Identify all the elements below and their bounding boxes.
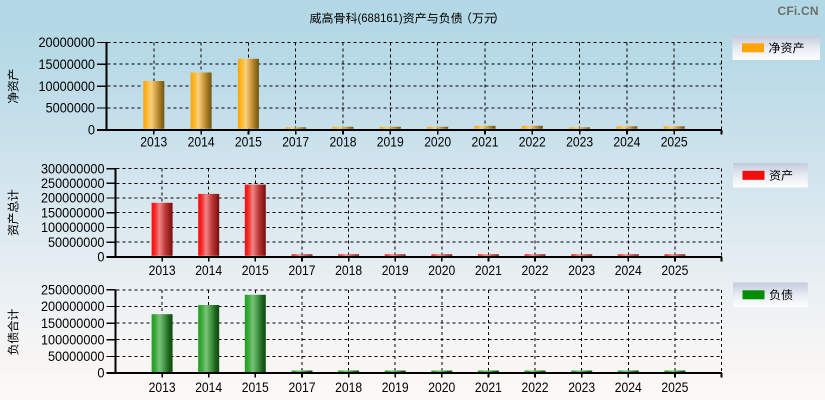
svg-text:2022: 2022 <box>522 263 549 278</box>
svg-text:2025: 2025 <box>661 263 688 278</box>
svg-text:2019: 2019 <box>382 263 409 278</box>
svg-text:2025: 2025 <box>661 380 688 395</box>
svg-text:2025: 2025 <box>661 135 688 150</box>
svg-text:2023: 2023 <box>568 380 595 395</box>
svg-text:0: 0 <box>97 250 104 265</box>
svg-text:2018: 2018 <box>335 263 362 278</box>
svg-text:2018: 2018 <box>335 380 362 395</box>
svg-text:15000000: 15000000 <box>39 57 96 72</box>
svg-text:2020: 2020 <box>428 380 455 395</box>
svg-text:2015: 2015 <box>235 135 262 150</box>
svg-text:150000000: 150000000 <box>41 205 105 220</box>
svg-text:2013: 2013 <box>149 263 176 278</box>
svg-text:2013: 2013 <box>149 380 176 395</box>
svg-text:CFi.CN: CFi.CN <box>778 4 819 18</box>
svg-text:150000000: 150000000 <box>41 316 105 331</box>
svg-text:2017: 2017 <box>289 380 316 395</box>
svg-text:2023: 2023 <box>566 135 593 150</box>
svg-text:50000000: 50000000 <box>48 235 105 250</box>
svg-text:2017: 2017 <box>282 135 309 150</box>
svg-text:20000000: 20000000 <box>39 35 96 50</box>
svg-text:250000000: 250000000 <box>41 283 105 298</box>
svg-text:250000000: 250000000 <box>41 176 105 191</box>
svg-text:2020: 2020 <box>428 263 455 278</box>
svg-text:100000000: 100000000 <box>41 332 105 347</box>
svg-text:5000000: 5000000 <box>46 101 95 116</box>
svg-text:2013: 2013 <box>140 135 167 150</box>
svg-text:100000000: 100000000 <box>41 220 105 235</box>
svg-text:(688161): (688161) <box>358 11 403 25</box>
svg-text:2014: 2014 <box>188 135 215 150</box>
svg-text:2017: 2017 <box>289 263 316 278</box>
svg-text:300000000: 300000000 <box>41 161 105 176</box>
svg-text:2019: 2019 <box>382 380 409 395</box>
svg-text:2021: 2021 <box>475 263 502 278</box>
svg-text:2024: 2024 <box>613 135 640 150</box>
svg-text:2014: 2014 <box>195 380 222 395</box>
svg-text:2019: 2019 <box>377 135 404 150</box>
svg-text:0: 0 <box>97 366 104 381</box>
svg-text:2014: 2014 <box>195 263 222 278</box>
svg-text:2022: 2022 <box>522 380 549 395</box>
svg-text:50000000: 50000000 <box>48 349 105 364</box>
svg-text:2022: 2022 <box>519 135 546 150</box>
svg-text:2023: 2023 <box>568 263 595 278</box>
svg-text:2021: 2021 <box>475 380 502 395</box>
svg-text:2024: 2024 <box>615 263 642 278</box>
svg-text:200000000: 200000000 <box>41 191 105 206</box>
svg-text:2020: 2020 <box>424 135 451 150</box>
svg-text:0: 0 <box>88 123 95 138</box>
svg-text:2015: 2015 <box>242 380 269 395</box>
svg-text:2021: 2021 <box>472 135 499 150</box>
svg-text:2015: 2015 <box>242 263 269 278</box>
svg-text:10000000: 10000000 <box>39 79 96 94</box>
svg-text:2024: 2024 <box>615 380 642 395</box>
svg-text:2018: 2018 <box>330 135 357 150</box>
svg-text:200000000: 200000000 <box>41 299 105 314</box>
